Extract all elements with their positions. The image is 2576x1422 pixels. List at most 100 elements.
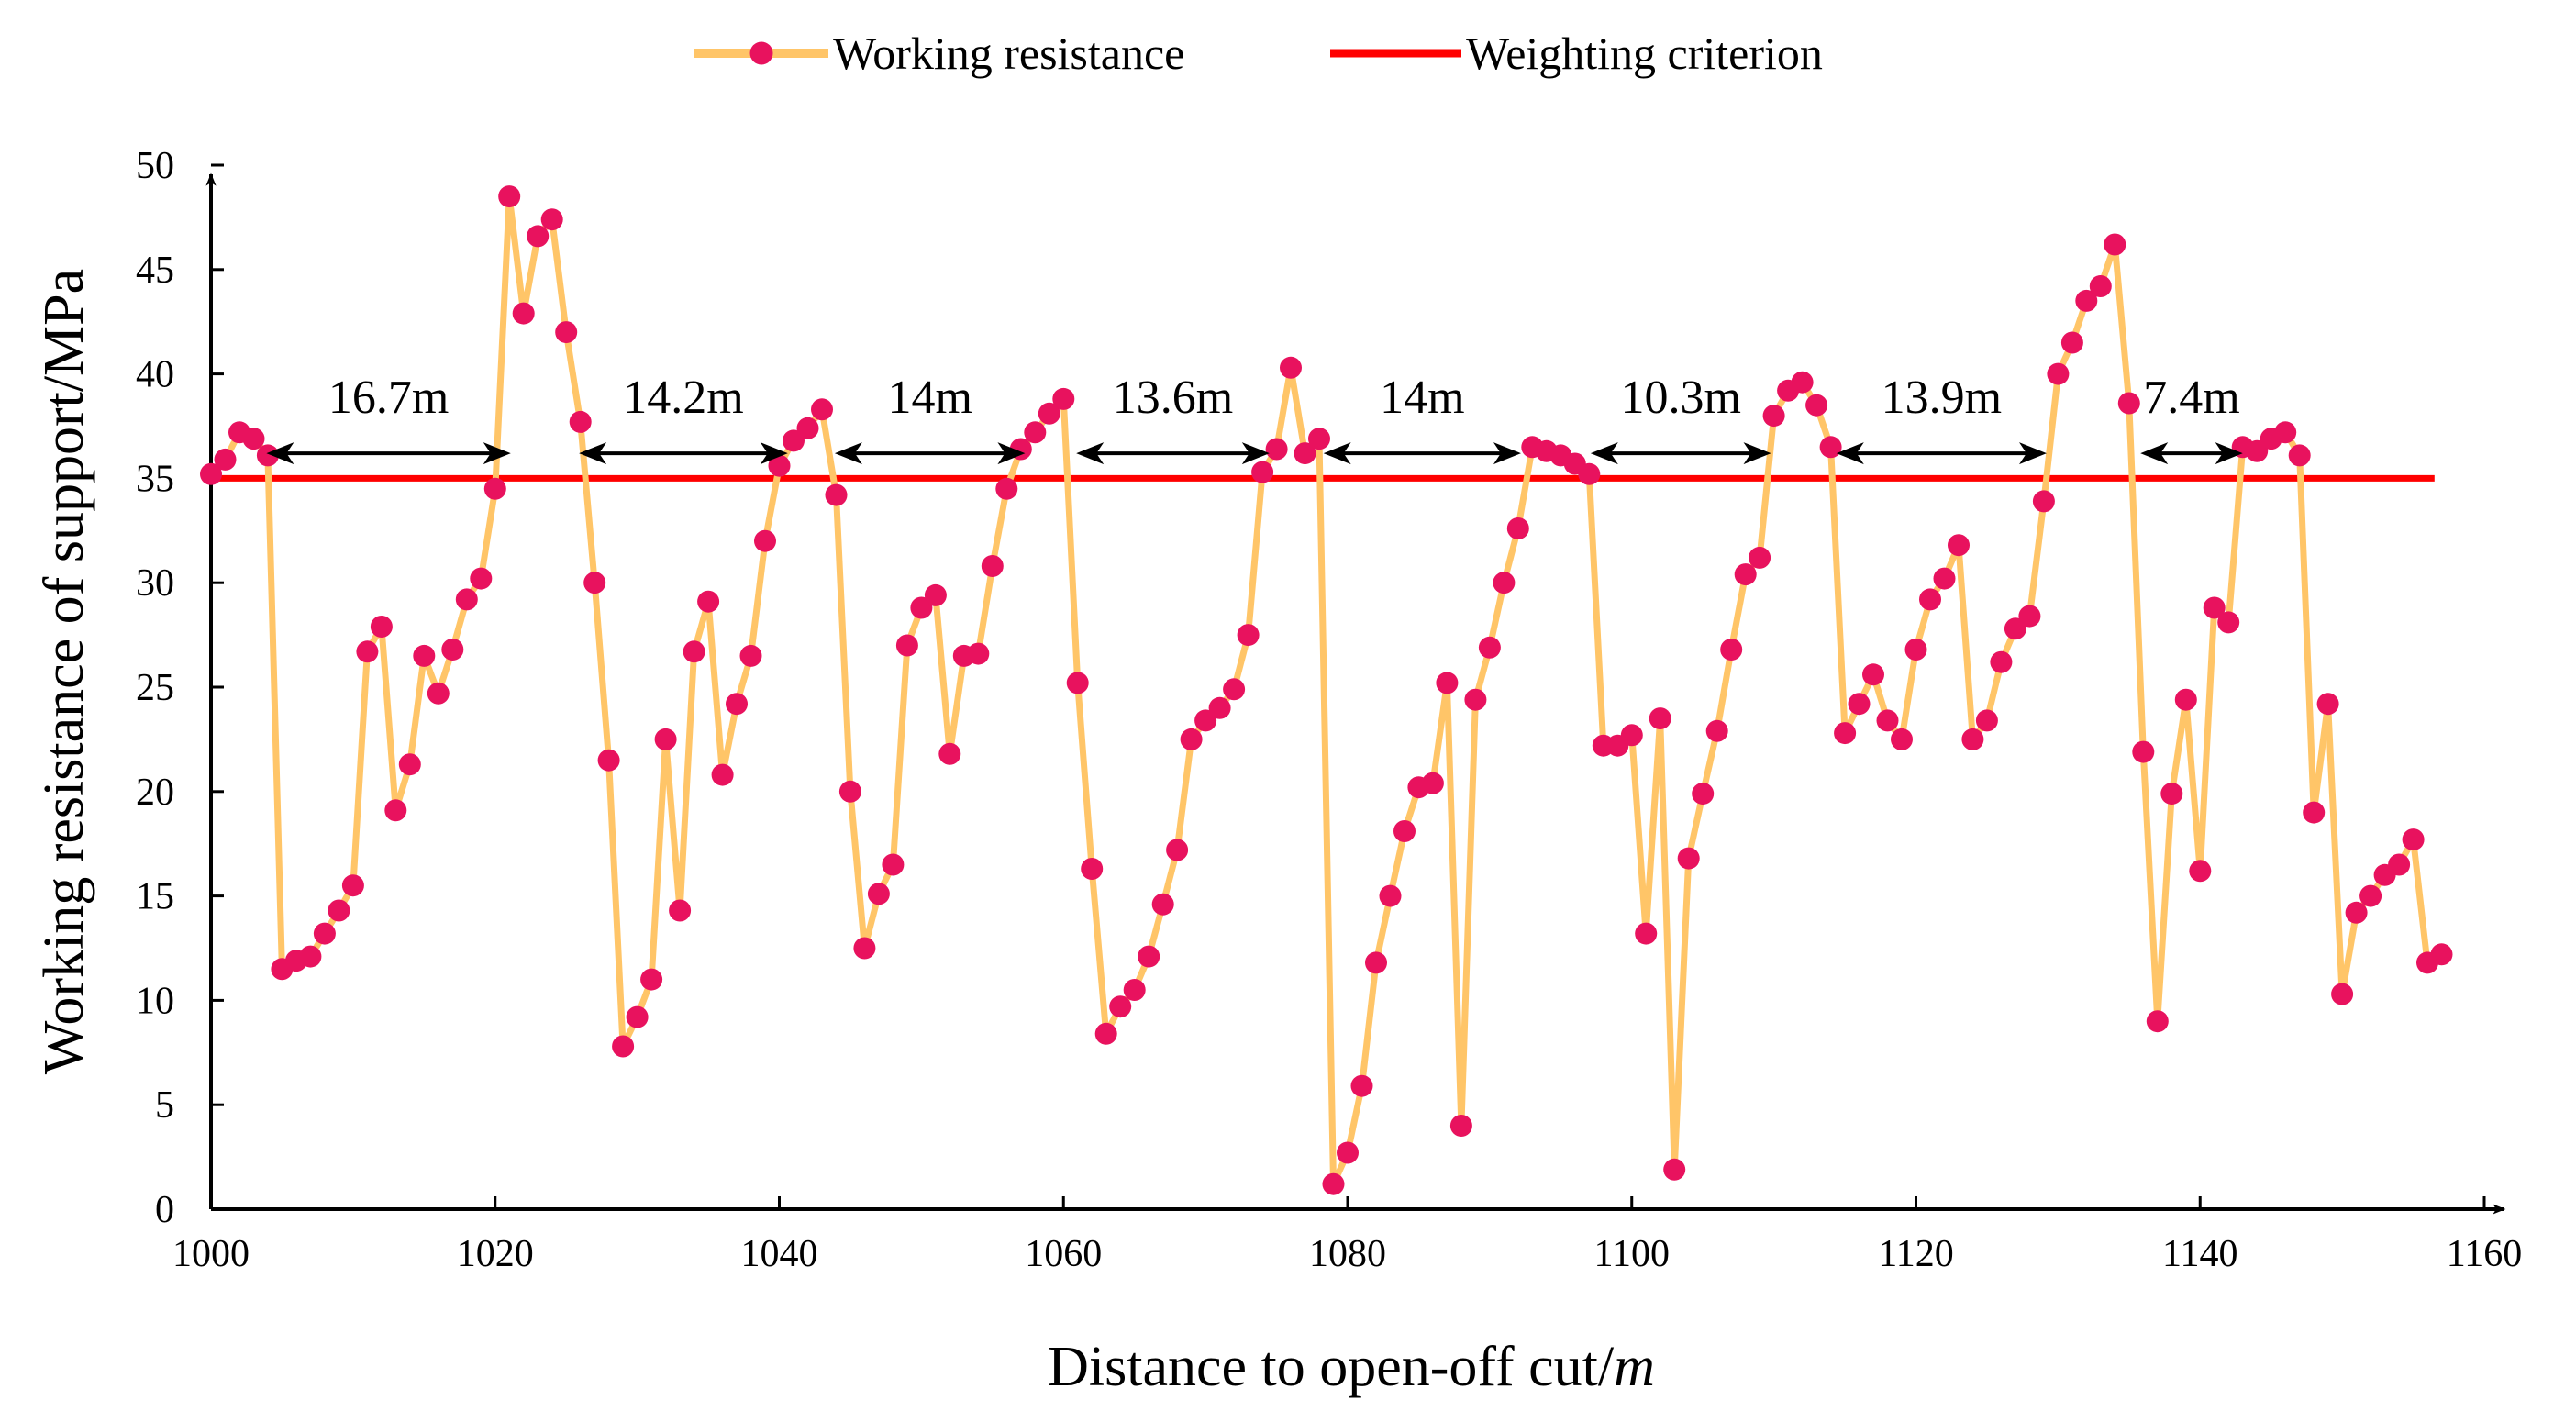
data-point	[398, 753, 421, 776]
data-point	[2060, 331, 2083, 354]
span-label: 10.3m	[1620, 372, 1740, 424]
x-tick-label: 1160	[2447, 1233, 2522, 1275]
data-point	[626, 1005, 649, 1028]
span-arrow-head-left	[266, 442, 294, 465]
data-point	[1506, 517, 1529, 539]
data-point	[1393, 820, 1416, 842]
span-label: 14m	[1380, 372, 1464, 424]
span-arrow-head-left	[1076, 442, 1105, 465]
legend-marker-working-resistance	[749, 41, 773, 65]
legend-label-working-resistance: Working resistance	[833, 28, 1184, 79]
data-point	[569, 410, 592, 433]
data-point	[1280, 356, 1302, 379]
data-point	[1975, 709, 1998, 732]
data-point	[640, 968, 663, 991]
data-point	[1734, 563, 1757, 586]
data-point	[1350, 1074, 1373, 1097]
data-point	[924, 583, 947, 606]
span-annotation: 7.4m	[2140, 372, 2243, 465]
data-point	[1138, 945, 1160, 968]
data-point	[726, 693, 748, 716]
data-point	[2174, 688, 2197, 711]
data-point	[370, 616, 393, 638]
data-point	[1421, 772, 1444, 794]
data-point	[739, 644, 762, 667]
data-point	[1151, 893, 1174, 916]
data-point	[1066, 672, 1089, 694]
data-point	[1208, 696, 1231, 719]
data-point	[1862, 663, 1884, 686]
data-point	[1251, 461, 1274, 483]
data-point	[895, 634, 918, 657]
data-point	[1762, 405, 1785, 428]
data-point	[825, 483, 848, 506]
data-point	[512, 302, 535, 325]
data-point	[555, 321, 578, 344]
span-annotation: 14.2m	[579, 372, 788, 465]
x-axis-title-unit: m	[1614, 1336, 1655, 1398]
data-point	[697, 590, 720, 613]
span-annotation: 14m	[1323, 372, 1521, 465]
data-point	[1081, 858, 1104, 880]
data-point	[341, 874, 364, 897]
x-tick-label: 1000	[172, 1233, 250, 1275]
data-point	[612, 1035, 635, 1058]
data-point	[1635, 922, 1658, 945]
data-point	[2345, 901, 2368, 924]
span-label: 7.4m	[2143, 372, 2239, 424]
x-tick-label: 1080	[1309, 1233, 1386, 1275]
x-tick-label: 1060	[1025, 1233, 1102, 1275]
data-point	[2089, 275, 2112, 297]
data-point	[1194, 709, 1217, 732]
x-tick-label: 1040	[741, 1233, 818, 1275]
data-point	[1024, 421, 1047, 444]
data-point	[455, 588, 478, 611]
data-point	[1677, 847, 1700, 870]
data-point	[1990, 650, 2013, 673]
data-point	[1379, 884, 1402, 907]
data-point	[867, 883, 890, 905]
data-point	[669, 899, 692, 922]
data-point	[299, 945, 322, 968]
span-arrow-head-right	[483, 442, 511, 465]
data-point	[413, 644, 436, 667]
data-point	[2274, 421, 2297, 444]
data-point	[1052, 387, 1075, 410]
data-point	[1223, 678, 1246, 701]
data-point	[2288, 444, 2311, 467]
data-point	[1919, 588, 1941, 611]
data-point	[1478, 636, 1501, 659]
data-point	[200, 462, 222, 485]
data-point	[1337, 1141, 1359, 1164]
span-arrow-head-right	[2018, 442, 2047, 465]
data-point	[540, 208, 563, 231]
data-point	[1961, 728, 1984, 750]
data-point	[1791, 371, 1814, 394]
data-point	[2047, 362, 2070, 385]
span-annotation: 16.7m	[266, 372, 511, 465]
span-arrow-head-right	[1743, 442, 1771, 465]
data-point	[2246, 439, 2269, 462]
data-point	[1620, 724, 1643, 747]
data-point	[498, 185, 521, 208]
data-point	[838, 780, 861, 803]
span-arrow-head-right	[2215, 442, 2243, 465]
data-point	[2303, 801, 2326, 824]
data-point	[796, 417, 819, 439]
x-axis-title-text: Distance to open-off cut/	[1048, 1336, 1615, 1398]
span-annotation: 14m	[834, 372, 1026, 465]
data-point	[2004, 617, 2026, 640]
data-point	[2104, 233, 2126, 256]
data-point	[654, 728, 677, 750]
data-point	[2359, 884, 2382, 907]
data-point	[2189, 860, 2212, 883]
data-point	[1692, 783, 1715, 805]
data-point	[768, 454, 791, 477]
data-point	[1749, 546, 1771, 569]
data-point	[1449, 1115, 1472, 1137]
data-point	[1876, 709, 1899, 732]
y-tick-label: 35	[136, 458, 174, 500]
data-point	[882, 853, 905, 876]
data-point	[313, 922, 336, 945]
